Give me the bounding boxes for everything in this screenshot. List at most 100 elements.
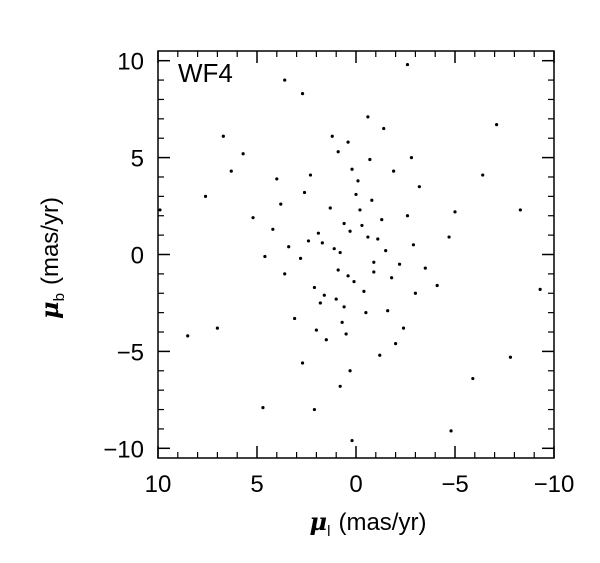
data-point bbox=[314, 328, 318, 332]
data-point bbox=[390, 276, 394, 280]
data-point bbox=[368, 157, 372, 162]
data-point bbox=[447, 235, 451, 239]
y-axis-label-subscript: b bbox=[51, 293, 68, 301]
data-point bbox=[518, 208, 522, 212]
data-point bbox=[358, 208, 362, 212]
y-tick-label: 10 bbox=[117, 49, 144, 76]
data-point bbox=[508, 355, 513, 359]
data-point bbox=[405, 62, 410, 67]
data-point bbox=[376, 237, 380, 241]
data-point bbox=[356, 179, 360, 183]
y-tick-label: 0 bbox=[131, 243, 144, 270]
data-point bbox=[287, 245, 291, 249]
data-point bbox=[251, 216, 255, 220]
x-axis-label: μl (mas/yr) bbox=[310, 507, 427, 540]
data-point bbox=[338, 384, 342, 388]
data-point bbox=[382, 126, 386, 131]
data-point bbox=[342, 305, 346, 309]
data-point bbox=[354, 192, 358, 197]
data-point bbox=[306, 239, 311, 243]
x-tick-label: 10 bbox=[145, 471, 172, 498]
data-point bbox=[405, 214, 410, 218]
x-tick-label: −5 bbox=[441, 471, 468, 498]
y-tick-label: 5 bbox=[131, 146, 144, 173]
data-point bbox=[417, 185, 421, 189]
data-point bbox=[186, 334, 190, 338]
data-point bbox=[298, 256, 303, 260]
y-axis-label-unit: (mas/yr) bbox=[37, 197, 64, 285]
data-point bbox=[401, 326, 406, 330]
labels-group: WF4 μ b (mas/yr) μl (mas/yr) bbox=[35, 58, 426, 540]
data-point bbox=[279, 202, 283, 206]
data-point bbox=[392, 169, 396, 173]
data-point bbox=[449, 429, 453, 433]
data-point bbox=[366, 115, 370, 119]
data-point bbox=[316, 231, 320, 235]
data-point bbox=[293, 316, 297, 321]
data-point bbox=[538, 287, 542, 291]
data-point bbox=[263, 254, 267, 259]
data-point bbox=[328, 206, 332, 210]
x-axis-label-subscript: l bbox=[327, 523, 330, 540]
data-point bbox=[366, 235, 370, 239]
data-point bbox=[300, 92, 305, 96]
x-tick-label: −10 bbox=[534, 471, 575, 498]
data-point bbox=[229, 169, 233, 173]
data-point bbox=[386, 309, 390, 313]
data-point bbox=[203, 194, 208, 198]
data-point bbox=[318, 301, 322, 305]
data-point bbox=[336, 150, 340, 154]
data-point bbox=[346, 274, 350, 278]
data-point bbox=[215, 326, 219, 330]
data-point bbox=[241, 152, 245, 156]
data-point bbox=[271, 227, 275, 231]
y-tick-label: −5 bbox=[117, 339, 144, 366]
data-point bbox=[350, 438, 354, 443]
data-point bbox=[308, 173, 313, 177]
data-point bbox=[344, 332, 348, 336]
data-point bbox=[397, 262, 402, 266]
data-point bbox=[158, 208, 162, 212]
data-point bbox=[413, 291, 417, 295]
data-point bbox=[275, 177, 279, 181]
data-point bbox=[364, 311, 368, 315]
data-point bbox=[348, 369, 352, 373]
data-point bbox=[380, 218, 384, 222]
x-axis-label-symbol: μ bbox=[310, 507, 328, 536]
data-point bbox=[360, 223, 364, 228]
data-point bbox=[394, 342, 398, 346]
data-point bbox=[261, 406, 265, 410]
data-point bbox=[320, 241, 324, 245]
data-point bbox=[312, 407, 317, 412]
data-point bbox=[302, 190, 307, 195]
data-point bbox=[336, 268, 340, 272]
data-point bbox=[350, 167, 354, 171]
data-point bbox=[453, 210, 457, 214]
data-point bbox=[362, 289, 366, 293]
data-point bbox=[411, 243, 416, 247]
data-point bbox=[435, 283, 439, 288]
x-axis-label-unit: (mas/yr) bbox=[338, 509, 426, 536]
data-point bbox=[378, 353, 382, 357]
data-point bbox=[330, 134, 334, 138]
data-point bbox=[346, 140, 350, 144]
x-tick-label: 5 bbox=[250, 471, 263, 498]
data-point bbox=[342, 221, 346, 226]
data-point bbox=[409, 155, 414, 160]
data-point bbox=[370, 198, 374, 202]
data-point bbox=[221, 134, 225, 138]
data-point bbox=[372, 260, 376, 264]
y-axis-label: μb (mas/yr) bbox=[35, 197, 68, 319]
data-point bbox=[352, 280, 356, 284]
data-point bbox=[384, 249, 388, 253]
plot-frame bbox=[157, 50, 555, 459]
data-point bbox=[338, 250, 342, 255]
x-tick-label: 0 bbox=[349, 471, 362, 498]
data-point bbox=[423, 266, 427, 270]
y-tick-label: −10 bbox=[103, 436, 144, 463]
data-point bbox=[334, 297, 338, 301]
data-point bbox=[283, 272, 287, 276]
panel-label: WF4 bbox=[178, 58, 233, 88]
